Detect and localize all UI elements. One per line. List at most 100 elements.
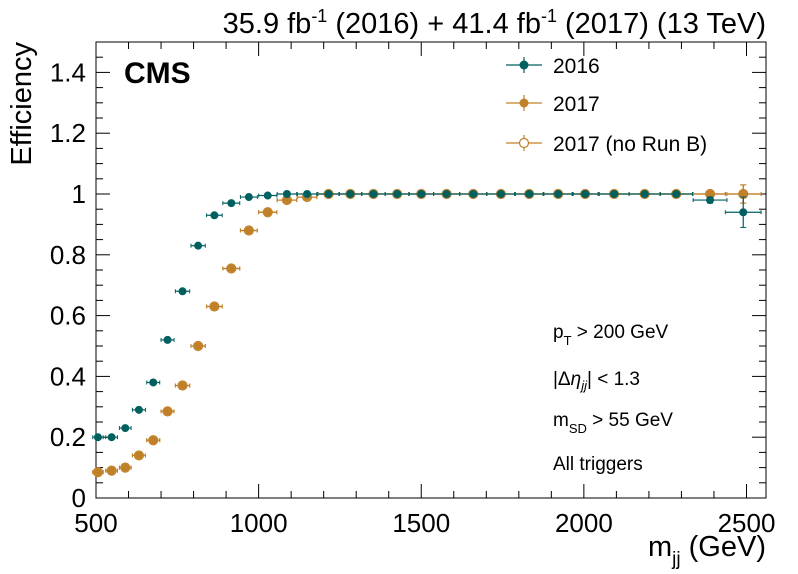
data-point bbox=[105, 433, 118, 442]
annotation-msd-cut: mSD > 55 GeV bbox=[553, 410, 673, 436]
legend-marker-2016 bbox=[519, 60, 529, 70]
point-marker bbox=[739, 208, 748, 217]
point-marker bbox=[672, 190, 681, 198]
data-point bbox=[206, 302, 223, 311]
data-point bbox=[692, 196, 728, 205]
point-marker bbox=[324, 190, 333, 198]
point-marker bbox=[525, 190, 534, 198]
y-tick-label: 0.8 bbox=[50, 240, 86, 270]
x-tick-label: 2000 bbox=[555, 508, 613, 538]
data-point bbox=[239, 193, 258, 202]
data-point bbox=[190, 342, 206, 350]
y-axis-label: Efficiency bbox=[6, 42, 38, 166]
point-marker bbox=[121, 424, 130, 433]
point-marker bbox=[496, 190, 505, 198]
data-point bbox=[118, 424, 132, 433]
x-tick-label: 2500 bbox=[718, 508, 776, 538]
point-marker bbox=[554, 190, 563, 198]
chart-title: 35.9 fb-1 (2016) + 41.4 fb-1 (2017) (13 … bbox=[223, 6, 766, 40]
point-marker bbox=[194, 241, 203, 250]
data-series bbox=[92, 184, 762, 478]
data-point bbox=[628, 190, 661, 198]
y-tick-label: 0 bbox=[72, 483, 86, 513]
legend-entry-2016: 2016 bbox=[506, 55, 600, 78]
data-point bbox=[258, 191, 278, 200]
y-tick-label: 1.4 bbox=[50, 57, 86, 87]
point-marker bbox=[346, 190, 355, 198]
data-point bbox=[131, 451, 146, 460]
data-point bbox=[276, 190, 298, 198]
y-tick-label: 0.2 bbox=[50, 422, 86, 452]
data-point bbox=[118, 463, 132, 472]
data-point bbox=[222, 264, 241, 273]
point-marker bbox=[149, 378, 158, 387]
data-point bbox=[361, 190, 386, 198]
y-axis-tick-labels: 0 0.2 0.4 0.6 0.8 1 1.2 1.4 bbox=[50, 57, 86, 513]
data-point bbox=[514, 190, 545, 198]
experiment-label: CMS bbox=[124, 57, 191, 90]
point-marker bbox=[210, 302, 219, 311]
annotation-triggers: All triggers bbox=[553, 454, 643, 475]
data-point bbox=[206, 211, 223, 220]
point-marker bbox=[210, 211, 219, 220]
data-point bbox=[724, 196, 762, 228]
point-marker bbox=[263, 208, 272, 217]
annotation-deta-cut: |Δηjj| < 1.3 bbox=[553, 369, 640, 393]
point-marker bbox=[121, 463, 130, 472]
point-marker bbox=[739, 190, 748, 198]
x-tick-label: 1000 bbox=[230, 508, 288, 538]
y-tick-label: 1 bbox=[72, 179, 86, 209]
y-axis-ticks bbox=[96, 41, 766, 499]
point-marker bbox=[107, 466, 116, 475]
point-marker bbox=[244, 226, 253, 235]
legend-marker-2017 bbox=[519, 98, 529, 108]
data-point bbox=[571, 190, 599, 198]
point-marker bbox=[393, 190, 402, 198]
point-marker bbox=[227, 264, 236, 273]
point-marker bbox=[303, 190, 312, 198]
legend-label-2016: 2016 bbox=[553, 55, 600, 78]
point-marker bbox=[417, 190, 426, 198]
point-marker bbox=[134, 405, 143, 414]
data-point bbox=[338, 190, 363, 198]
data-point bbox=[160, 407, 175, 416]
point-marker bbox=[469, 190, 478, 198]
x-tick-label: 500 bbox=[74, 508, 117, 538]
point-marker bbox=[706, 190, 715, 198]
point-marker bbox=[263, 191, 272, 200]
point-marker bbox=[282, 196, 291, 205]
data-point bbox=[222, 199, 241, 208]
data-point bbox=[174, 381, 191, 390]
point-marker bbox=[163, 407, 172, 416]
point-marker bbox=[163, 335, 172, 344]
y-tick-label: 0.4 bbox=[50, 361, 86, 391]
selection-annotations: pT > 200 GeV |Δηjj| < 1.3 mSD > 55 GeV A… bbox=[553, 322, 673, 475]
legend: 2016 2017 2017 (no Run B) bbox=[506, 55, 707, 156]
data-point bbox=[459, 190, 488, 198]
point-marker bbox=[149, 436, 158, 445]
point-marker bbox=[442, 190, 451, 198]
data-point bbox=[146, 378, 161, 387]
point-marker bbox=[706, 196, 715, 205]
data-point bbox=[659, 190, 693, 198]
y-tick-label: 0.6 bbox=[50, 301, 86, 331]
point-marker bbox=[178, 381, 187, 390]
x-axis-label: mjj (GeV) bbox=[648, 531, 766, 570]
data-point bbox=[131, 405, 146, 414]
point-marker bbox=[178, 287, 187, 296]
legend-label-2017: 2017 bbox=[553, 93, 600, 116]
point-marker bbox=[194, 342, 203, 350]
point-marker bbox=[640, 190, 649, 198]
legend-entry-2017-no-run-b: 2017 (no Run B) bbox=[506, 133, 707, 156]
point-marker bbox=[610, 190, 619, 198]
data-point bbox=[542, 190, 574, 198]
point-marker bbox=[134, 451, 143, 460]
data-point bbox=[105, 466, 118, 475]
point-marker bbox=[93, 468, 102, 477]
annotation-pt-cut: pT > 200 GeV bbox=[553, 322, 669, 348]
point-marker bbox=[227, 199, 236, 208]
data-point bbox=[296, 190, 318, 198]
series-2016 bbox=[92, 190, 762, 442]
data-point bbox=[174, 287, 191, 296]
